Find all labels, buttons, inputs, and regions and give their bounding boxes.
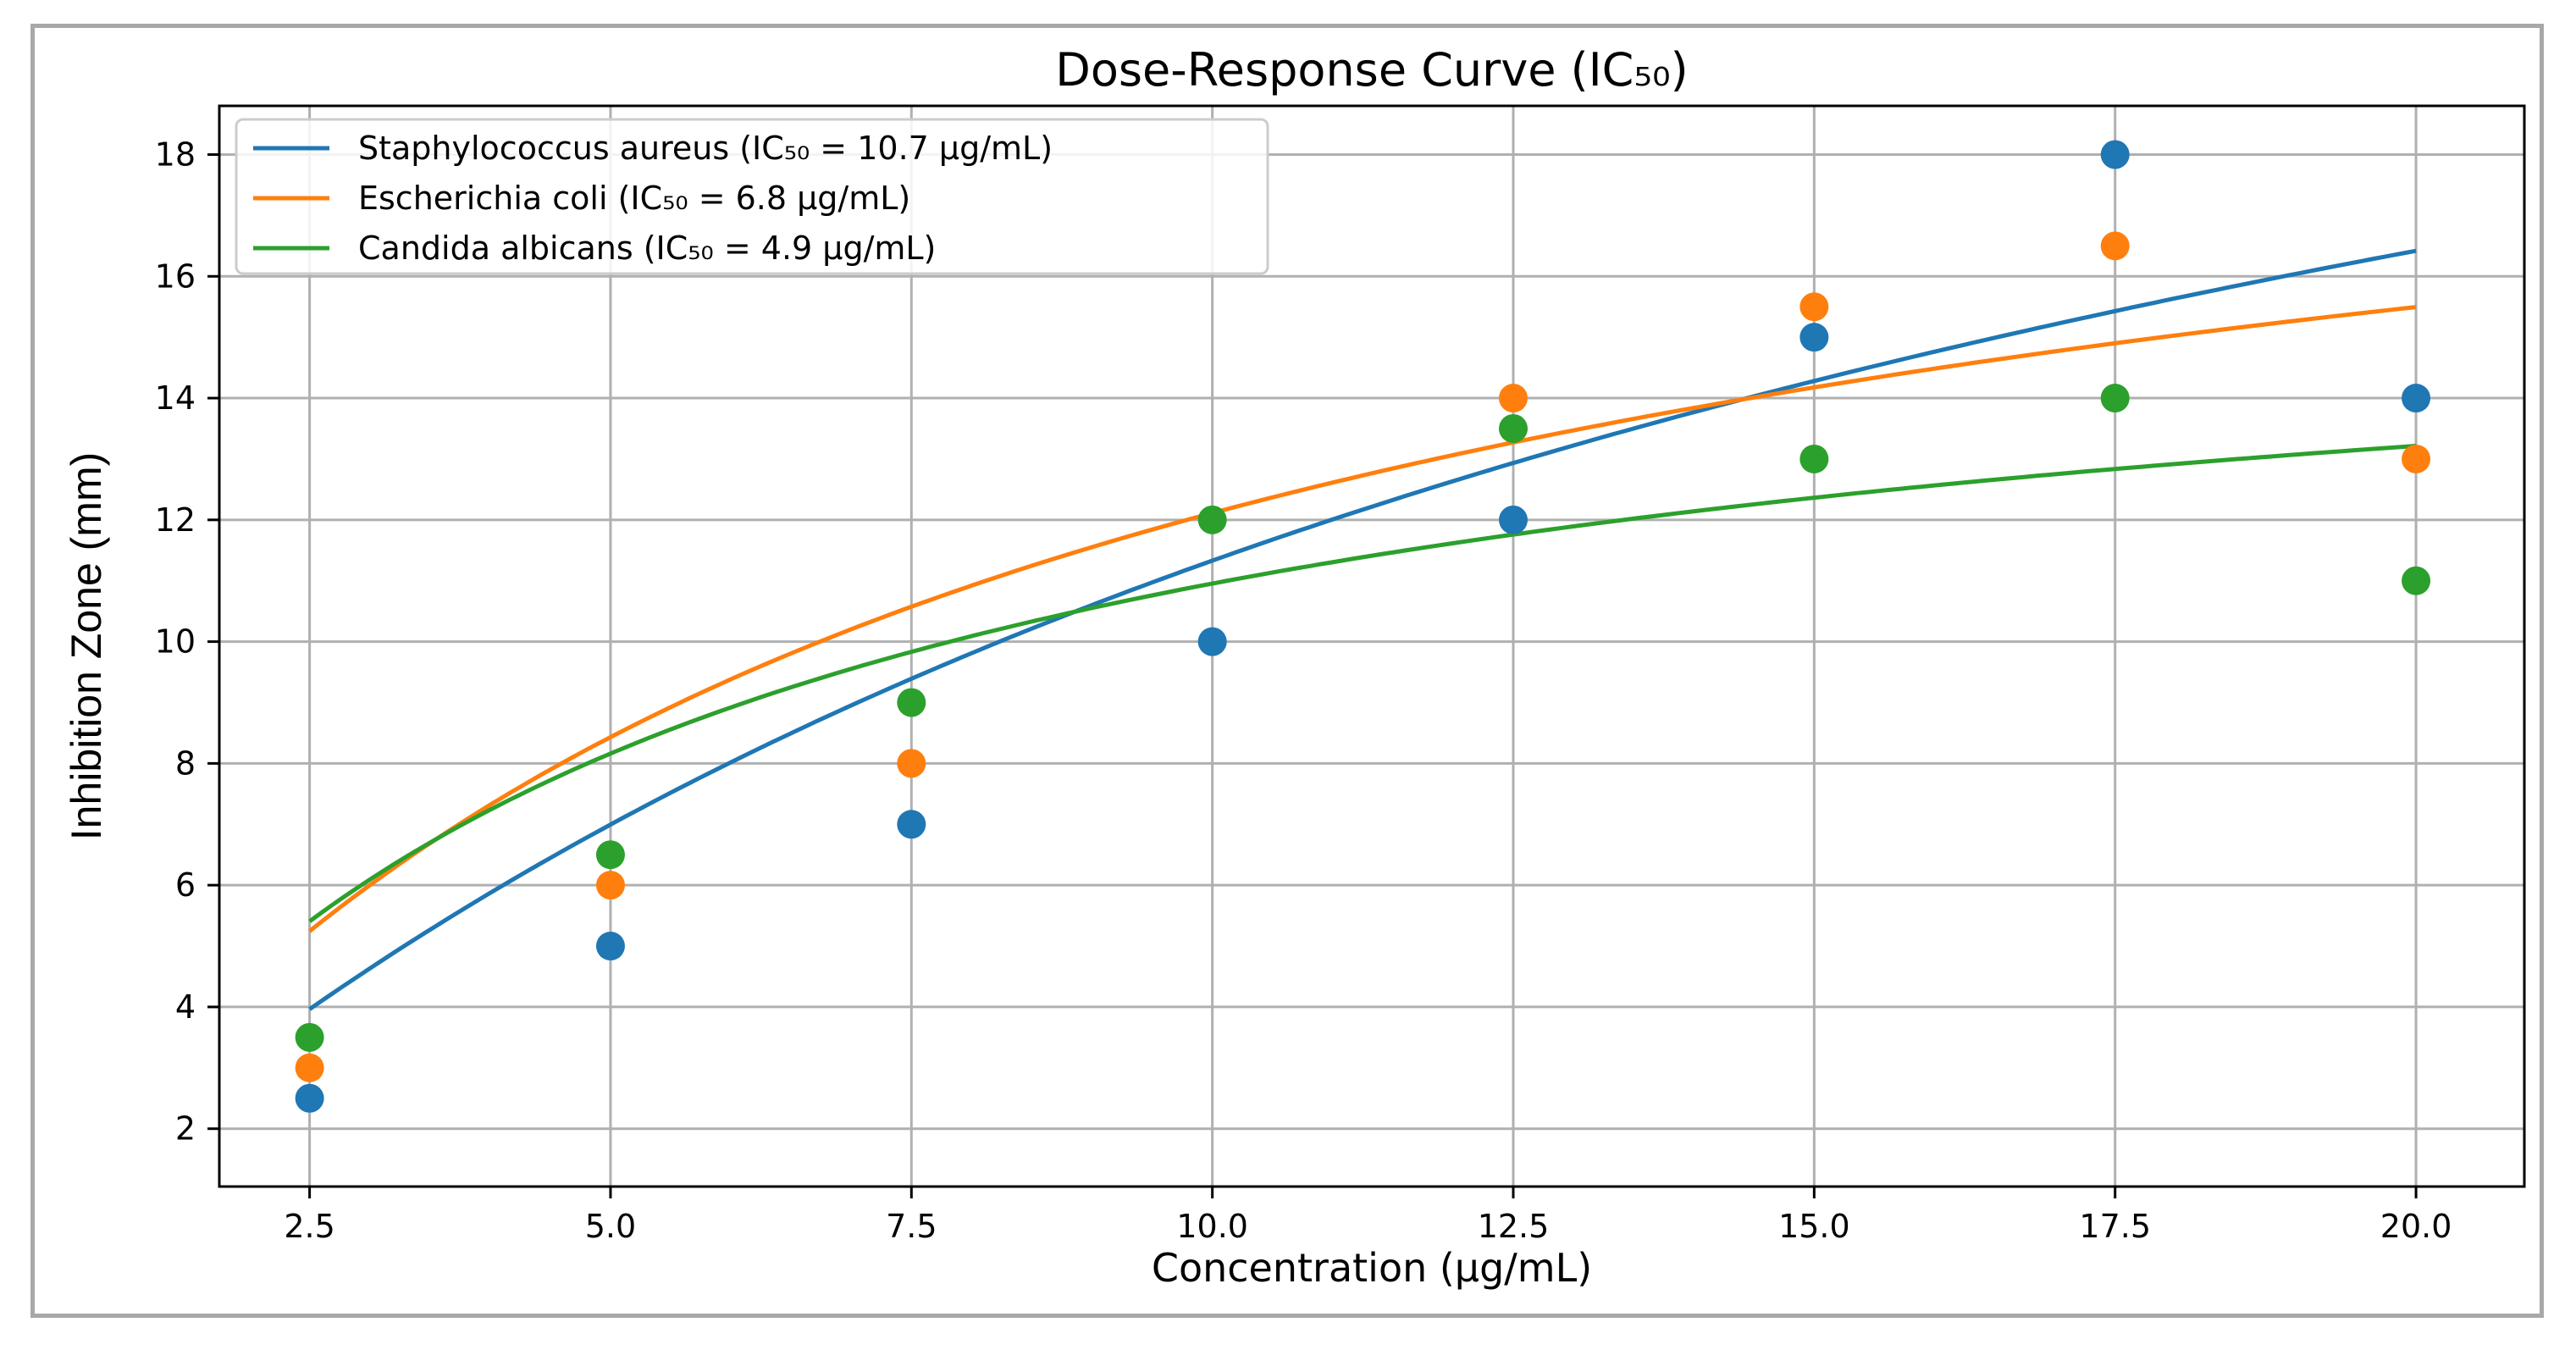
chart-title: Dose-Response Curve (IC₅₀) [1055,43,1689,97]
fit-curve-staphylococcus [308,248,2417,1011]
data-point-staphylococcus [897,810,926,839]
y-tick-label: 14 [155,379,196,417]
data-point-escherichia [595,871,625,900]
data-point-candida [1799,444,1829,473]
legend-box [235,118,1269,275]
data-point-staphylococcus [1799,323,1829,352]
x-tick-label: 2.5 [284,1208,334,1245]
data-point-candida [595,840,625,870]
y-axis-ticks: 2 4 6 8 10 12 14 16 18 [155,136,219,1148]
y-tick-label: 4 [175,988,196,1026]
y-axis-title: Inhibition Zone (mm) [63,452,110,841]
plot-border [218,104,2526,1188]
legend: Staphylococcus aureus (IC₅₀ = 10.7 μg/mL… [235,118,1269,275]
y-tick-label: 8 [175,744,196,782]
data-point-staphylococcus [2100,140,2130,169]
fit-curve-candida [308,444,2417,923]
data-point-escherichia [1499,384,1528,413]
y-tick-label: 12 [155,501,196,539]
data-point-candida [295,1022,324,1052]
data-point-staphylococcus [2402,384,2431,413]
x-tick-label: 20.0 [2380,1208,2452,1245]
fit-curves [308,248,2417,1011]
data-points [295,140,2431,1113]
x-tick-label: 12.5 [1478,1208,1550,1245]
x-axis-ticks: 2.5 5.0 7.5 10.0 12.5 15.0 17.5 20.0 [284,1187,2452,1245]
data-point-candida [1197,505,1227,534]
y-tick-label: 16 [155,257,196,295]
x-axis-title: Concentration (μg/mL) [1152,1245,1592,1291]
y-tick-label: 18 [155,136,196,174]
fit-curve-escherichia [308,305,2417,933]
data-point-candida [2402,566,2431,595]
data-point-candida [897,688,926,717]
data-point-candida [1499,414,1528,444]
x-tick-label: 10.0 [1176,1208,1248,1245]
data-point-staphylococcus [1499,505,1528,534]
data-point-escherichia [1799,292,1829,322]
data-point-candida [2100,384,2130,413]
x-tick-label: 7.5 [886,1208,937,1245]
y-tick-label: 10 [155,623,196,661]
data-point-escherichia [2100,231,2130,261]
legend-label-candida: Candida albicans (IC₅₀ = 4.9 μg/mL) [358,230,936,267]
data-point-escherichia [2402,444,2431,473]
x-tick-label: 15.0 [1778,1208,1850,1245]
data-point-escherichia [897,749,926,778]
data-point-staphylococcus [595,932,625,961]
data-point-staphylococcus [1197,627,1227,656]
x-tick-label: 17.5 [2079,1208,2151,1245]
x-tick-label: 5.0 [585,1208,636,1245]
chart-frame: 2.5 5.0 7.5 10.0 12.5 15.0 17.5 20.0 2 4 6 8 10 12 14… [30,24,2544,1318]
data-point-staphylococcus [295,1083,324,1113]
y-tick-label: 6 [175,866,196,904]
dose-response-chart: 2.5 5.0 7.5 10.0 12.5 15.0 17.5 20.0 2 4 6 8 10 12 14… [63,43,2526,1291]
legend-label-escherichia: Escherichia coli (IC₅₀ = 6.8 μg/mL) [358,180,910,217]
legend-label-staphylococcus: Staphylococcus aureus (IC₅₀ = 10.7 μg/mL… [358,130,1053,167]
data-point-escherichia [295,1053,324,1082]
y-tick-label: 2 [175,1110,196,1148]
